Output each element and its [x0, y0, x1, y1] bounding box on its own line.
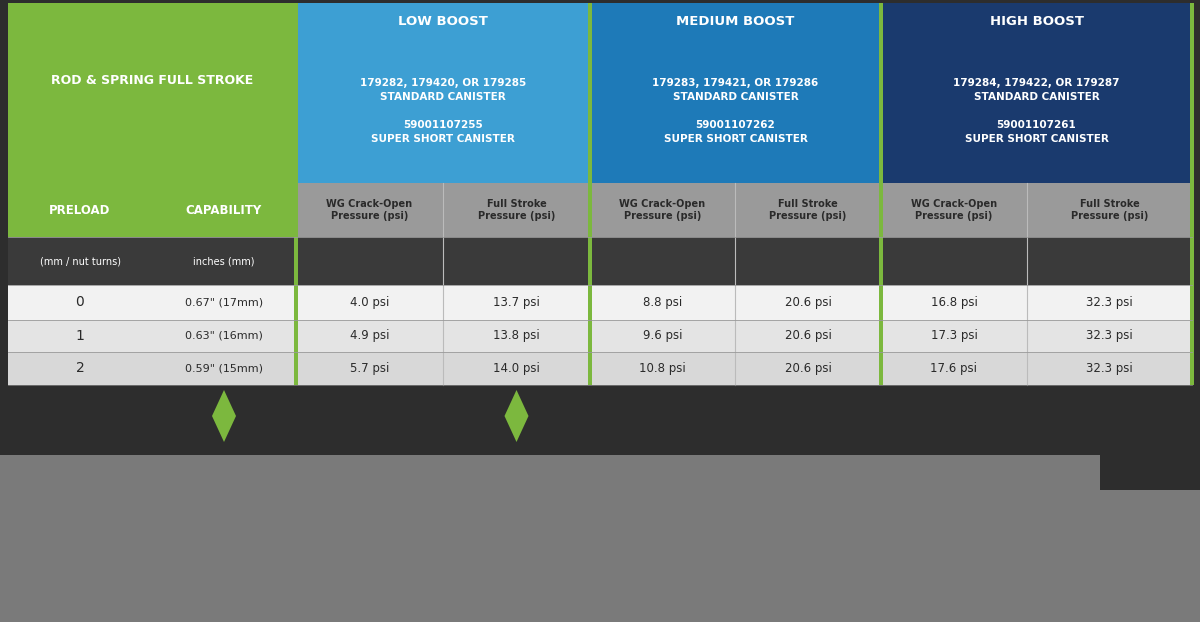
Bar: [443, 237, 590, 285]
Text: CAPABILITY: CAPABILITY: [186, 203, 262, 216]
Bar: [590, 3, 881, 40]
Text: MEDIUM BOOST: MEDIUM BOOST: [677, 15, 794, 28]
Bar: [734, 183, 881, 237]
Bar: [152, 183, 296, 237]
Bar: [590, 352, 734, 385]
Text: 17.6 psi: 17.6 psi: [930, 362, 978, 375]
Text: 14.0 psi: 14.0 psi: [493, 362, 540, 375]
Bar: [1027, 320, 1192, 352]
Text: 0.67" (17mm): 0.67" (17mm): [185, 297, 263, 307]
Bar: [881, 237, 1027, 285]
Bar: [588, 3, 592, 385]
Bar: [881, 352, 1027, 385]
Bar: [590, 285, 734, 320]
Text: WG Crack-Open
Pressure (psi): WG Crack-Open Pressure (psi): [326, 199, 413, 221]
Bar: [0, 455, 1100, 622]
Bar: [881, 183, 1027, 237]
Text: (mm / nut turns): (mm / nut turns): [40, 256, 120, 266]
Text: 179283, 179421, OR 179286
STANDARD CANISTER

59001107262
SUPER SHORT CANISTER: 179283, 179421, OR 179286 STANDARD CANIS…: [653, 78, 818, 144]
Bar: [8, 352, 152, 385]
Bar: [8, 3, 1192, 385]
Bar: [152, 352, 296, 385]
Bar: [1190, 3, 1194, 385]
Text: 0: 0: [76, 295, 84, 310]
Bar: [1027, 285, 1192, 320]
Bar: [881, 285, 1027, 320]
Bar: [296, 320, 443, 352]
Bar: [1027, 237, 1192, 285]
Bar: [443, 320, 590, 352]
Text: 16.8 psi: 16.8 psi: [930, 296, 978, 309]
Text: inches (mm): inches (mm): [193, 256, 254, 266]
Bar: [590, 237, 734, 285]
Bar: [443, 285, 590, 320]
Bar: [734, 285, 881, 320]
Bar: [8, 320, 152, 352]
Bar: [296, 237, 443, 285]
Text: 20.6 psi: 20.6 psi: [785, 296, 832, 309]
Bar: [0, 385, 1200, 456]
Text: Full Stroke
Pressure (psi): Full Stroke Pressure (psi): [769, 199, 847, 221]
Text: Full Stroke
Pressure (psi): Full Stroke Pressure (psi): [478, 199, 556, 221]
Text: 32.3 psi: 32.3 psi: [1086, 296, 1133, 309]
Text: 20.6 psi: 20.6 psi: [785, 330, 832, 343]
Bar: [296, 3, 590, 40]
Bar: [734, 320, 881, 352]
Bar: [881, 320, 1027, 352]
Text: Full Stroke
Pressure (psi): Full Stroke Pressure (psi): [1070, 199, 1148, 221]
Bar: [296, 40, 590, 183]
Bar: [590, 183, 734, 237]
Text: 17.3 psi: 17.3 psi: [930, 330, 978, 343]
Bar: [8, 183, 152, 237]
Text: 4.9 psi: 4.9 psi: [349, 330, 389, 343]
Bar: [1027, 183, 1192, 237]
Bar: [443, 352, 590, 385]
Bar: [1100, 455, 1200, 490]
Text: 179284, 179422, OR 179287
STANDARD CANISTER

59001107261
SUPER SHORT CANISTER: 179284, 179422, OR 179287 STANDARD CANIS…: [953, 78, 1120, 144]
Text: 13.8 psi: 13.8 psi: [493, 330, 540, 343]
Bar: [1100, 490, 1200, 622]
Text: 9.6 psi: 9.6 psi: [643, 330, 683, 343]
Text: 8.8 psi: 8.8 psi: [643, 296, 682, 309]
Bar: [152, 320, 296, 352]
Text: 0.63" (16mm): 0.63" (16mm): [185, 331, 263, 341]
Bar: [734, 237, 881, 285]
Text: 20.6 psi: 20.6 psi: [785, 362, 832, 375]
Bar: [8, 3, 296, 183]
Text: 13.7 psi: 13.7 psi: [493, 296, 540, 309]
Text: 0.59" (15mm): 0.59" (15mm): [185, 363, 263, 373]
Bar: [8, 237, 152, 285]
Text: LOW BOOST: LOW BOOST: [398, 15, 488, 28]
Bar: [881, 3, 1192, 40]
Bar: [296, 285, 443, 320]
Bar: [296, 183, 443, 237]
Text: 1: 1: [76, 329, 84, 343]
Text: HIGH BOOST: HIGH BOOST: [990, 15, 1084, 28]
Bar: [590, 320, 734, 352]
Bar: [881, 40, 1192, 183]
Polygon shape: [504, 390, 528, 442]
Text: PRELOAD: PRELOAD: [49, 203, 110, 216]
Bar: [443, 183, 590, 237]
Text: ROD & SPRING FULL STROKE: ROD & SPRING FULL STROKE: [50, 75, 253, 88]
Text: 179282, 179420, OR 179285
STANDARD CANISTER

59001107255
SUPER SHORT CANISTER: 179282, 179420, OR 179285 STANDARD CANIS…: [360, 78, 526, 144]
Bar: [152, 285, 296, 320]
Text: WG Crack-Open
Pressure (psi): WG Crack-Open Pressure (psi): [911, 199, 997, 221]
Bar: [590, 40, 881, 183]
Text: 2: 2: [76, 361, 84, 376]
Bar: [734, 352, 881, 385]
Text: 4.0 psi: 4.0 psi: [350, 296, 389, 309]
Text: 32.3 psi: 32.3 psi: [1086, 330, 1133, 343]
Bar: [878, 3, 883, 385]
Bar: [152, 237, 296, 285]
Bar: [1027, 352, 1192, 385]
Text: 32.3 psi: 32.3 psi: [1086, 362, 1133, 375]
Text: 10.8 psi: 10.8 psi: [640, 362, 686, 375]
Text: WG Crack-Open
Pressure (psi): WG Crack-Open Pressure (psi): [619, 199, 706, 221]
Polygon shape: [212, 390, 236, 442]
Text: 5.7 psi: 5.7 psi: [350, 362, 389, 375]
Bar: [294, 3, 298, 385]
Bar: [8, 285, 152, 320]
Bar: [296, 352, 443, 385]
